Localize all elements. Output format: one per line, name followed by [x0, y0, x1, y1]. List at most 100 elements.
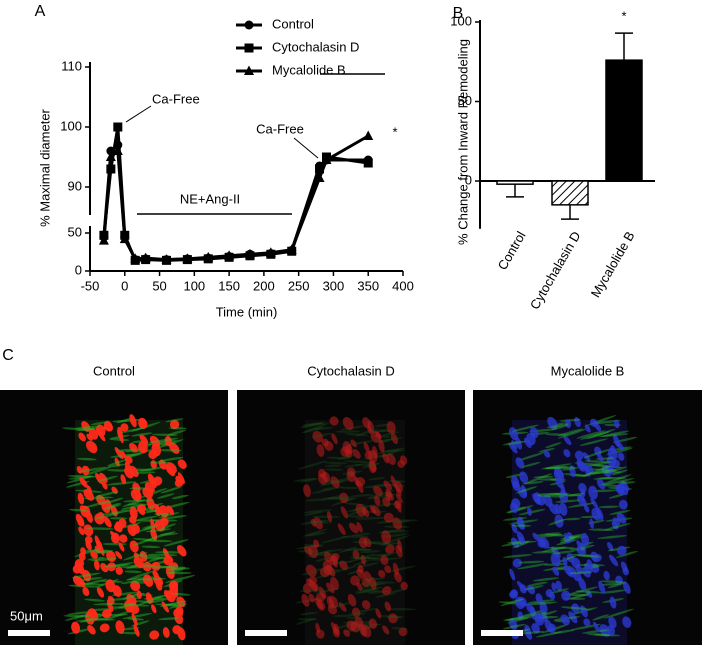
- cell: [133, 624, 140, 637]
- fiber: [94, 512, 121, 520]
- cell: [561, 590, 571, 601]
- cell: [313, 517, 323, 530]
- fiber: [150, 598, 168, 603]
- cell: [356, 521, 363, 533]
- fiber: [102, 564, 131, 568]
- image-title: Cytochalasin D: [307, 363, 394, 378]
- fiber: [121, 578, 146, 584]
- cell: [622, 581, 631, 594]
- cell: [315, 622, 321, 634]
- fiber: [91, 557, 118, 562]
- fiber: [330, 602, 352, 609]
- point: [106, 164, 116, 174]
- cell: [87, 625, 96, 635]
- cell: [368, 618, 378, 629]
- fiber: [315, 557, 331, 562]
- cell: [590, 497, 599, 509]
- cell: [508, 618, 518, 631]
- fiber: [69, 508, 89, 512]
- fiber: [297, 618, 317, 621]
- fiber: [137, 596, 163, 606]
- bar: [605, 59, 643, 182]
- cell: [532, 493, 542, 505]
- cell: [616, 545, 627, 556]
- point: [140, 252, 151, 263]
- cell: [126, 594, 137, 606]
- cell: [395, 486, 402, 497]
- cell: [363, 537, 372, 548]
- annotation-leader: [293, 137, 319, 159]
- cell: [386, 421, 396, 434]
- fiber: [147, 553, 178, 557]
- fiber: [589, 419, 621, 425]
- cell: [527, 507, 533, 516]
- cell: [339, 492, 349, 504]
- point: [315, 164, 325, 174]
- fiber: [122, 613, 153, 620]
- fiber: [166, 429, 187, 436]
- cell: [519, 471, 529, 484]
- fiber: [546, 546, 576, 550]
- annotation: *: [392, 124, 397, 139]
- cell: [608, 616, 617, 629]
- cell: [144, 576, 154, 587]
- cell: [611, 459, 620, 469]
- fiber: [538, 448, 555, 453]
- fiber: [154, 551, 186, 554]
- point: [182, 253, 193, 263]
- cell: [75, 513, 85, 527]
- cell: [609, 596, 617, 609]
- cell: [562, 556, 568, 566]
- fiber: [119, 427, 143, 434]
- cell: [590, 418, 598, 427]
- cell: [390, 432, 399, 445]
- cell: [378, 569, 386, 578]
- fiber: [103, 504, 122, 510]
- cell: [613, 434, 620, 448]
- point: [265, 247, 276, 257]
- cell: [543, 450, 551, 458]
- y-tick-label: 50: [458, 93, 472, 108]
- fiber: [348, 612, 366, 616]
- fiber: [134, 600, 154, 604]
- cell: [302, 583, 312, 594]
- cell: [339, 560, 348, 570]
- cell: [309, 576, 318, 585]
- cell: [106, 498, 113, 509]
- fiber: [158, 617, 180, 621]
- cell: [312, 430, 324, 443]
- cell: [518, 596, 527, 608]
- fiber: [122, 499, 146, 507]
- cell: [577, 495, 587, 507]
- fiber: [521, 461, 541, 468]
- cell: [555, 580, 563, 591]
- point: [113, 140, 123, 150]
- cell: [537, 538, 546, 548]
- cell: [343, 629, 351, 637]
- fiber: [159, 457, 184, 462]
- cell: [564, 532, 571, 544]
- fiber: [127, 617, 145, 621]
- fiber: [557, 428, 586, 439]
- fiber: [150, 461, 170, 464]
- cell: [617, 452, 625, 461]
- cell: [614, 419, 620, 429]
- fiber: [392, 520, 411, 524]
- cell: [139, 551, 148, 562]
- fiber: [348, 553, 375, 563]
- fiber: [323, 497, 355, 500]
- fiber: [593, 633, 621, 637]
- fiber: [101, 510, 128, 515]
- fiber: [131, 432, 153, 437]
- fiber: [343, 460, 373, 464]
- cell: [132, 482, 141, 494]
- cell: [313, 539, 320, 548]
- image-title: Control: [93, 363, 135, 378]
- fiber: [165, 575, 196, 583]
- cell: [159, 505, 169, 518]
- fiber: [145, 556, 165, 563]
- cell: [398, 627, 408, 637]
- cell: [142, 561, 152, 572]
- cell: [106, 550, 116, 562]
- cell: [574, 450, 584, 461]
